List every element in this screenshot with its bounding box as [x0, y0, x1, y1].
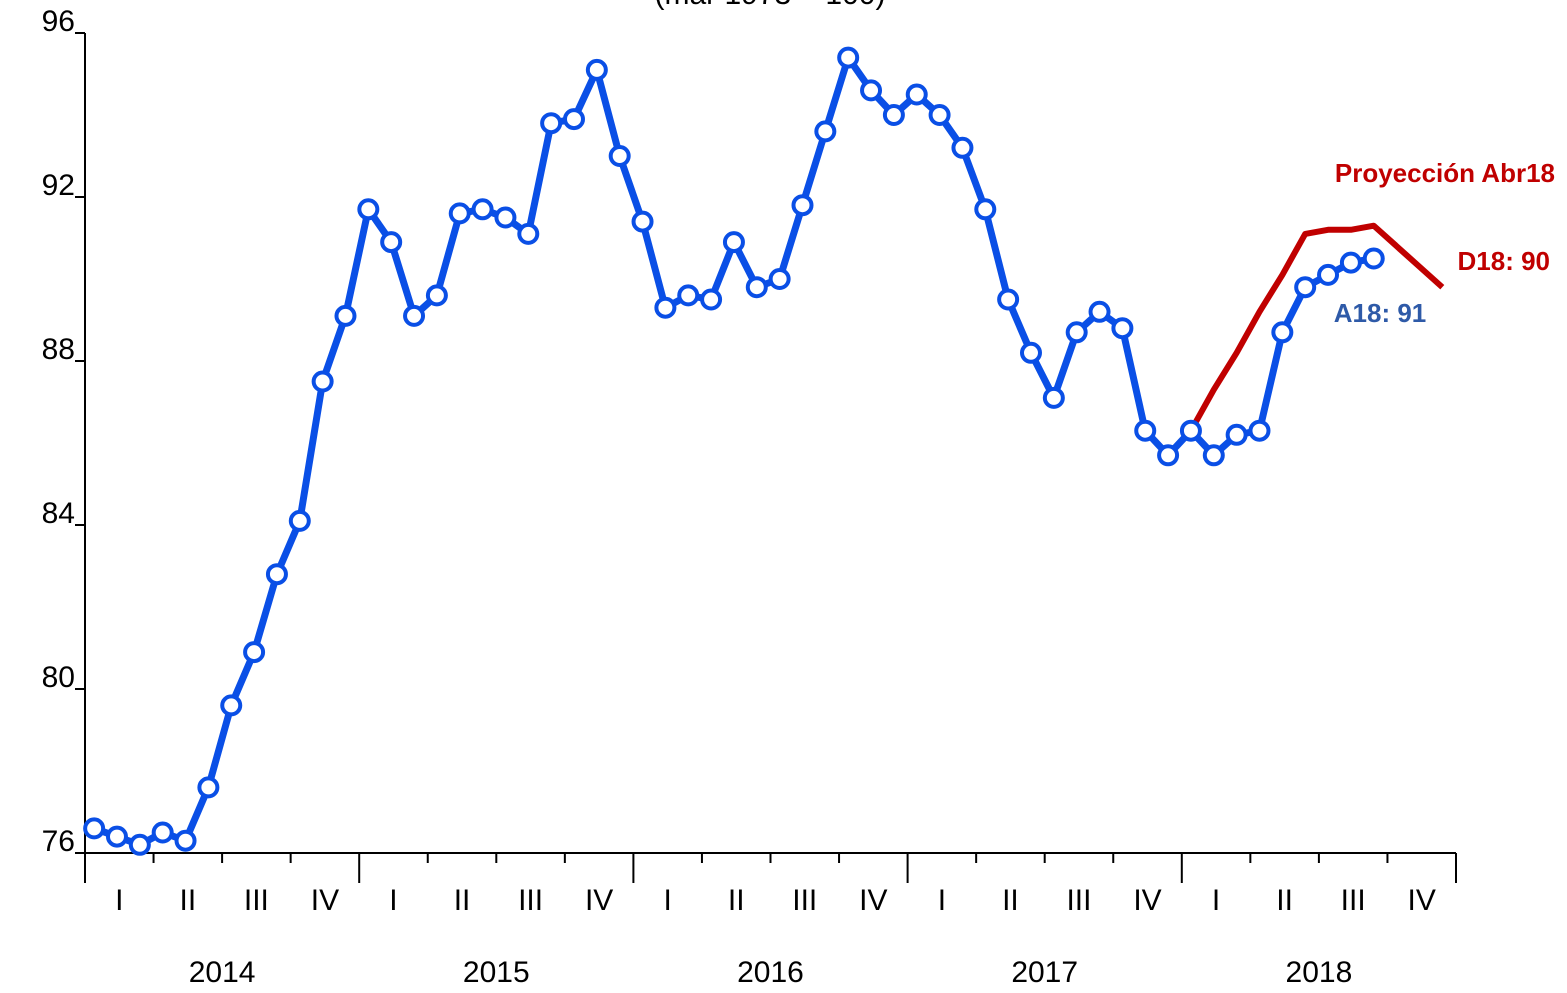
marker [1111, 317, 1134, 340]
marker [1294, 276, 1317, 299]
y-tick-label: 76 [42, 825, 75, 858]
quarter-label: I [1212, 884, 1220, 917]
marker [631, 210, 654, 233]
quarter-label: III [1066, 884, 1091, 917]
y-tick-label: 88 [42, 333, 75, 366]
quarter-label: IV [311, 884, 339, 917]
marker [105, 825, 128, 848]
marker [83, 817, 106, 840]
quarter-label: II [454, 884, 471, 917]
y-tick-label: 84 [42, 497, 75, 530]
marker [357, 198, 380, 221]
quarter-label: III [518, 884, 543, 917]
marker [814, 120, 837, 143]
y-tick-label: 96 [42, 5, 75, 38]
marker [517, 222, 540, 245]
marker [677, 284, 700, 307]
series-line [1188, 222, 1445, 433]
y-tick-label: 80 [42, 661, 75, 694]
marker [722, 231, 745, 254]
series-line [92, 54, 1375, 849]
marker [1134, 419, 1157, 442]
chart-subtitle: (mar 1973 = 100) [655, 0, 886, 11]
marker [403, 304, 426, 327]
marker [494, 206, 517, 229]
quarter-label: II [1276, 884, 1293, 917]
marker [997, 288, 1020, 311]
year-label: 2017 [1011, 956, 1078, 989]
marker [128, 833, 151, 856]
quarter-label: II [728, 884, 745, 917]
quarter-label: I [664, 884, 672, 917]
marker [791, 194, 814, 217]
marker [311, 370, 334, 393]
marker [882, 104, 905, 126]
marker [974, 198, 997, 221]
annotation: A18: 91 [1334, 298, 1427, 328]
marker [265, 563, 288, 586]
quarter-label: I [115, 884, 123, 917]
marker [1202, 444, 1225, 467]
marker [585, 58, 608, 81]
marker [860, 79, 883, 102]
marker [1271, 321, 1294, 344]
marker [1179, 419, 1202, 442]
quarter-label: III [1341, 884, 1366, 917]
marker [1362, 247, 1385, 270]
year-label: 2014 [189, 956, 256, 989]
annotation: D18: 90 [1458, 246, 1551, 276]
quarter-label: I [938, 884, 946, 917]
marker [745, 276, 768, 299]
marker [471, 198, 494, 221]
marker [448, 202, 471, 225]
year-label: 2016 [737, 956, 804, 989]
marker [334, 304, 357, 327]
quarter-label: IV [1408, 884, 1436, 917]
quarter-label: III [244, 884, 269, 917]
marker [1339, 251, 1362, 274]
marker [220, 694, 243, 717]
year-label: 2015 [463, 956, 530, 989]
marker [540, 112, 563, 135]
quarter-label: IV [585, 884, 613, 917]
y-tick-label: 92 [42, 169, 75, 202]
marker [1042, 386, 1065, 409]
marker [928, 104, 951, 126]
marker [243, 641, 266, 664]
marker [1225, 423, 1248, 446]
marker [1019, 341, 1042, 364]
marker [1088, 300, 1111, 323]
annotation: Proyección Abr18 [1335, 158, 1555, 188]
marker [151, 821, 174, 844]
marker [951, 136, 974, 159]
marker [1317, 263, 1340, 286]
marker [174, 829, 197, 852]
marker [1248, 419, 1271, 442]
quarter-label: IV [859, 884, 887, 917]
marker [1157, 444, 1180, 467]
quarter-label: I [389, 884, 397, 917]
marker [905, 83, 928, 106]
quarter-label: III [792, 884, 817, 917]
marker [768, 268, 791, 290]
marker [197, 776, 220, 799]
marker [562, 108, 585, 131]
marker [380, 231, 403, 254]
quarter-label: II [179, 884, 196, 917]
marker [425, 284, 448, 307]
marker [288, 509, 311, 532]
marker [1065, 321, 1088, 344]
quarter-label: IV [1133, 884, 1161, 917]
marker [608, 145, 631, 167]
marker [837, 46, 860, 69]
quarter-label: II [1002, 884, 1019, 917]
year-label: 2018 [1286, 956, 1353, 989]
marker [700, 288, 723, 311]
marker [654, 296, 677, 319]
